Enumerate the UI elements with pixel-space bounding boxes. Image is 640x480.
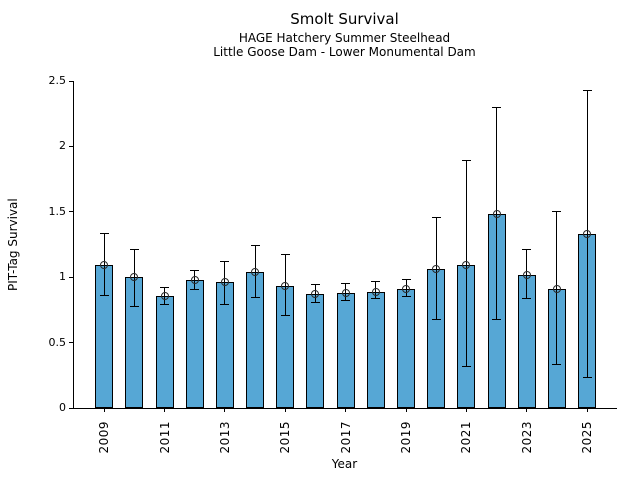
errorbar-cap-top-2010 [129, 248, 139, 250]
x-tick-label-2017: 2017 [338, 421, 353, 454]
errorbar-cap-bottom-2017 [341, 299, 351, 301]
x-tick-2011 [164, 408, 166, 412]
point-marker-2020 [432, 265, 441, 274]
errorbar-cap-top-2021 [461, 159, 471, 161]
errorbar-cap-top-2023 [522, 248, 532, 250]
chart-title: Smolt Survival [290, 10, 399, 28]
errorbar-cap-bottom-2021 [461, 366, 471, 368]
errorbar-cap-bottom-2024 [552, 363, 562, 365]
x-tick-label-2015: 2015 [278, 421, 293, 454]
errorbar-cap-bottom-2022 [492, 319, 501, 321]
errorbar-cap-top-2022 [492, 107, 501, 109]
errorbar-cap-bottom-2015 [280, 315, 290, 317]
plot-area: 0 0.5 1 1.5 2 2.5 2009 2011 2013 2015 2017 2019 2021… [49, 74, 617, 454]
y-tick-2.5 [69, 80, 73, 82]
x-tick-2021 [465, 408, 467, 412]
y-tick-label-2: 2 [59, 139, 66, 153]
x-tick-2013 [224, 408, 226, 412]
point-marker-2024 [552, 284, 561, 293]
point-marker-2009 [100, 261, 109, 270]
errorbar-cap-top-2019 [401, 278, 411, 280]
x-tick-label-2025: 2025 [580, 421, 595, 454]
x-tick-2017 [345, 408, 347, 412]
chart-subtitle-line1: HAGE Hatchery Summer Steelhead [238, 31, 451, 45]
point-marker-2021 [462, 261, 471, 270]
point-marker-2012 [190, 275, 199, 284]
y-tick-0 [69, 407, 73, 409]
y-tick-1 [69, 276, 73, 278]
y-tick-label-2.5: 2.5 [48, 74, 67, 87]
x-tick-label-2021: 2021 [459, 421, 474, 454]
errorbar-cap-top-2020 [431, 217, 441, 219]
point-marker-2022 [492, 210, 501, 219]
bar-2016 [306, 294, 325, 408]
point-marker-2018 [371, 287, 380, 296]
errorbar-cap-top-2025 [582, 90, 592, 92]
errorbar-cap-bottom-2020 [431, 319, 441, 321]
point-marker-2023 [522, 270, 531, 279]
errorbar-cap-bottom-2010 [129, 306, 139, 308]
x-tick-label-2019: 2019 [399, 421, 413, 454]
y-tick-label-1.5: 1.5 [48, 204, 67, 218]
x-tick-label-2011: 2011 [157, 421, 172, 454]
errorbar-cap-bottom-2012 [190, 289, 200, 291]
chart-subtitle-line2: Little Goose Dam - Lower Monumental Dam [213, 45, 476, 59]
errorbar-cap-top-2013 [220, 260, 230, 262]
y-tick-2 [69, 145, 73, 147]
x-axis-label: Year [331, 457, 358, 471]
errorbar-cap-top-2011 [160, 286, 170, 288]
errorbar-cap-bottom-2011 [160, 303, 170, 305]
errorbar-cap-top-2014 [250, 244, 260, 246]
y-tick-label-0.5: 0.5 [48, 335, 67, 349]
y-tick-0.5 [69, 342, 73, 344]
bar-2018 [366, 291, 385, 408]
errorbar-cap-top-2017 [341, 282, 351, 284]
errorbar-cap-bottom-2009 [99, 294, 109, 296]
errorbar-cap-bottom-2018 [371, 298, 381, 300]
errorbar-cap-bottom-2025 [582, 376, 592, 378]
point-marker-2013 [220, 278, 229, 287]
x-tick-2009 [103, 408, 105, 412]
y-axis-label: PIT-Tag Survival [6, 198, 20, 291]
x-tick-label-2013: 2013 [217, 421, 232, 454]
point-marker-2017 [341, 288, 350, 297]
errorbar-cap-bottom-2016 [310, 302, 320, 304]
x-tick-2015 [284, 408, 286, 412]
bar-2012 [185, 279, 204, 408]
errorbar-cap-top-2009 [99, 233, 109, 235]
x-tick-2025 [586, 408, 588, 412]
x-tick-2019 [405, 408, 407, 412]
errorbar-cap-bottom-2013 [220, 303, 230, 305]
x-tick-label-2023: 2023 [519, 421, 534, 454]
errorbar-cap-top-2012 [190, 269, 200, 271]
errorbar-cap-bottom-2023 [522, 298, 532, 300]
x-tick-2023 [526, 408, 528, 412]
errorbar-cap-top-2018 [371, 281, 381, 283]
errorbar-cap-top-2024 [552, 210, 562, 212]
point-marker-2010 [130, 273, 139, 282]
point-marker-2016 [311, 290, 320, 299]
bar-2017 [336, 292, 355, 408]
errorbar-cap-bottom-2014 [250, 297, 260, 299]
point-marker-2015 [281, 282, 290, 291]
point-marker-2014 [251, 267, 260, 276]
y-tick-label-0: 0 [59, 401, 66, 414]
y-tick-1.5 [69, 211, 73, 213]
bar-2011 [155, 295, 174, 408]
errorbar-cap-top-2015 [280, 253, 290, 255]
y-tick-label-1: 1 [59, 270, 66, 284]
x-tick-label-2009: 2009 [97, 421, 112, 454]
point-marker-2011 [160, 291, 169, 300]
errorbar-cap-top-2016 [310, 284, 320, 286]
errorbar-cap-bottom-2019 [401, 295, 411, 297]
bar-2019 [397, 288, 415, 408]
point-marker-2025 [583, 230, 592, 239]
point-marker-2019 [402, 284, 410, 293]
